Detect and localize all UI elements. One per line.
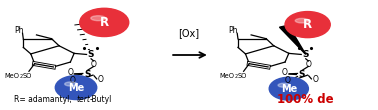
Ellipse shape [65,82,77,86]
Text: 2: 2 [234,74,237,79]
Ellipse shape [91,16,105,21]
Text: R: R [100,16,109,29]
Text: O: O [305,60,311,69]
Text: SO: SO [23,73,33,79]
Text: S: S [299,70,305,79]
Text: O: O [312,75,318,84]
Text: O: O [285,76,291,85]
Ellipse shape [269,77,308,100]
Text: Ph: Ph [14,26,23,35]
Text: O: O [98,75,104,84]
Ellipse shape [55,76,97,100]
Text: 2: 2 [20,74,23,79]
Text: Me: Me [68,83,84,93]
Text: SO: SO [238,73,247,79]
Text: [Ox]: [Ox] [178,28,200,38]
Ellipse shape [285,12,330,38]
Ellipse shape [278,83,290,87]
Text: O: O [67,68,73,77]
Text: Ph: Ph [229,26,238,35]
Text: O: O [70,76,76,85]
Text: tert: tert [76,95,90,104]
Text: O: O [91,60,97,69]
Text: R= adamantyl,: R= adamantyl, [14,95,74,104]
Ellipse shape [80,8,129,37]
Text: R: R [303,18,312,31]
Text: S: S [88,50,94,59]
Ellipse shape [295,18,309,23]
Polygon shape [279,25,306,54]
Text: 100% de: 100% de [277,93,334,106]
Text: O: O [282,68,288,77]
Text: S: S [302,50,309,59]
Text: MeO: MeO [219,73,234,79]
Text: -Butyl: -Butyl [90,95,112,104]
Text: S: S [84,70,91,79]
Text: MeO: MeO [5,73,20,79]
Text: Me: Me [281,84,297,94]
